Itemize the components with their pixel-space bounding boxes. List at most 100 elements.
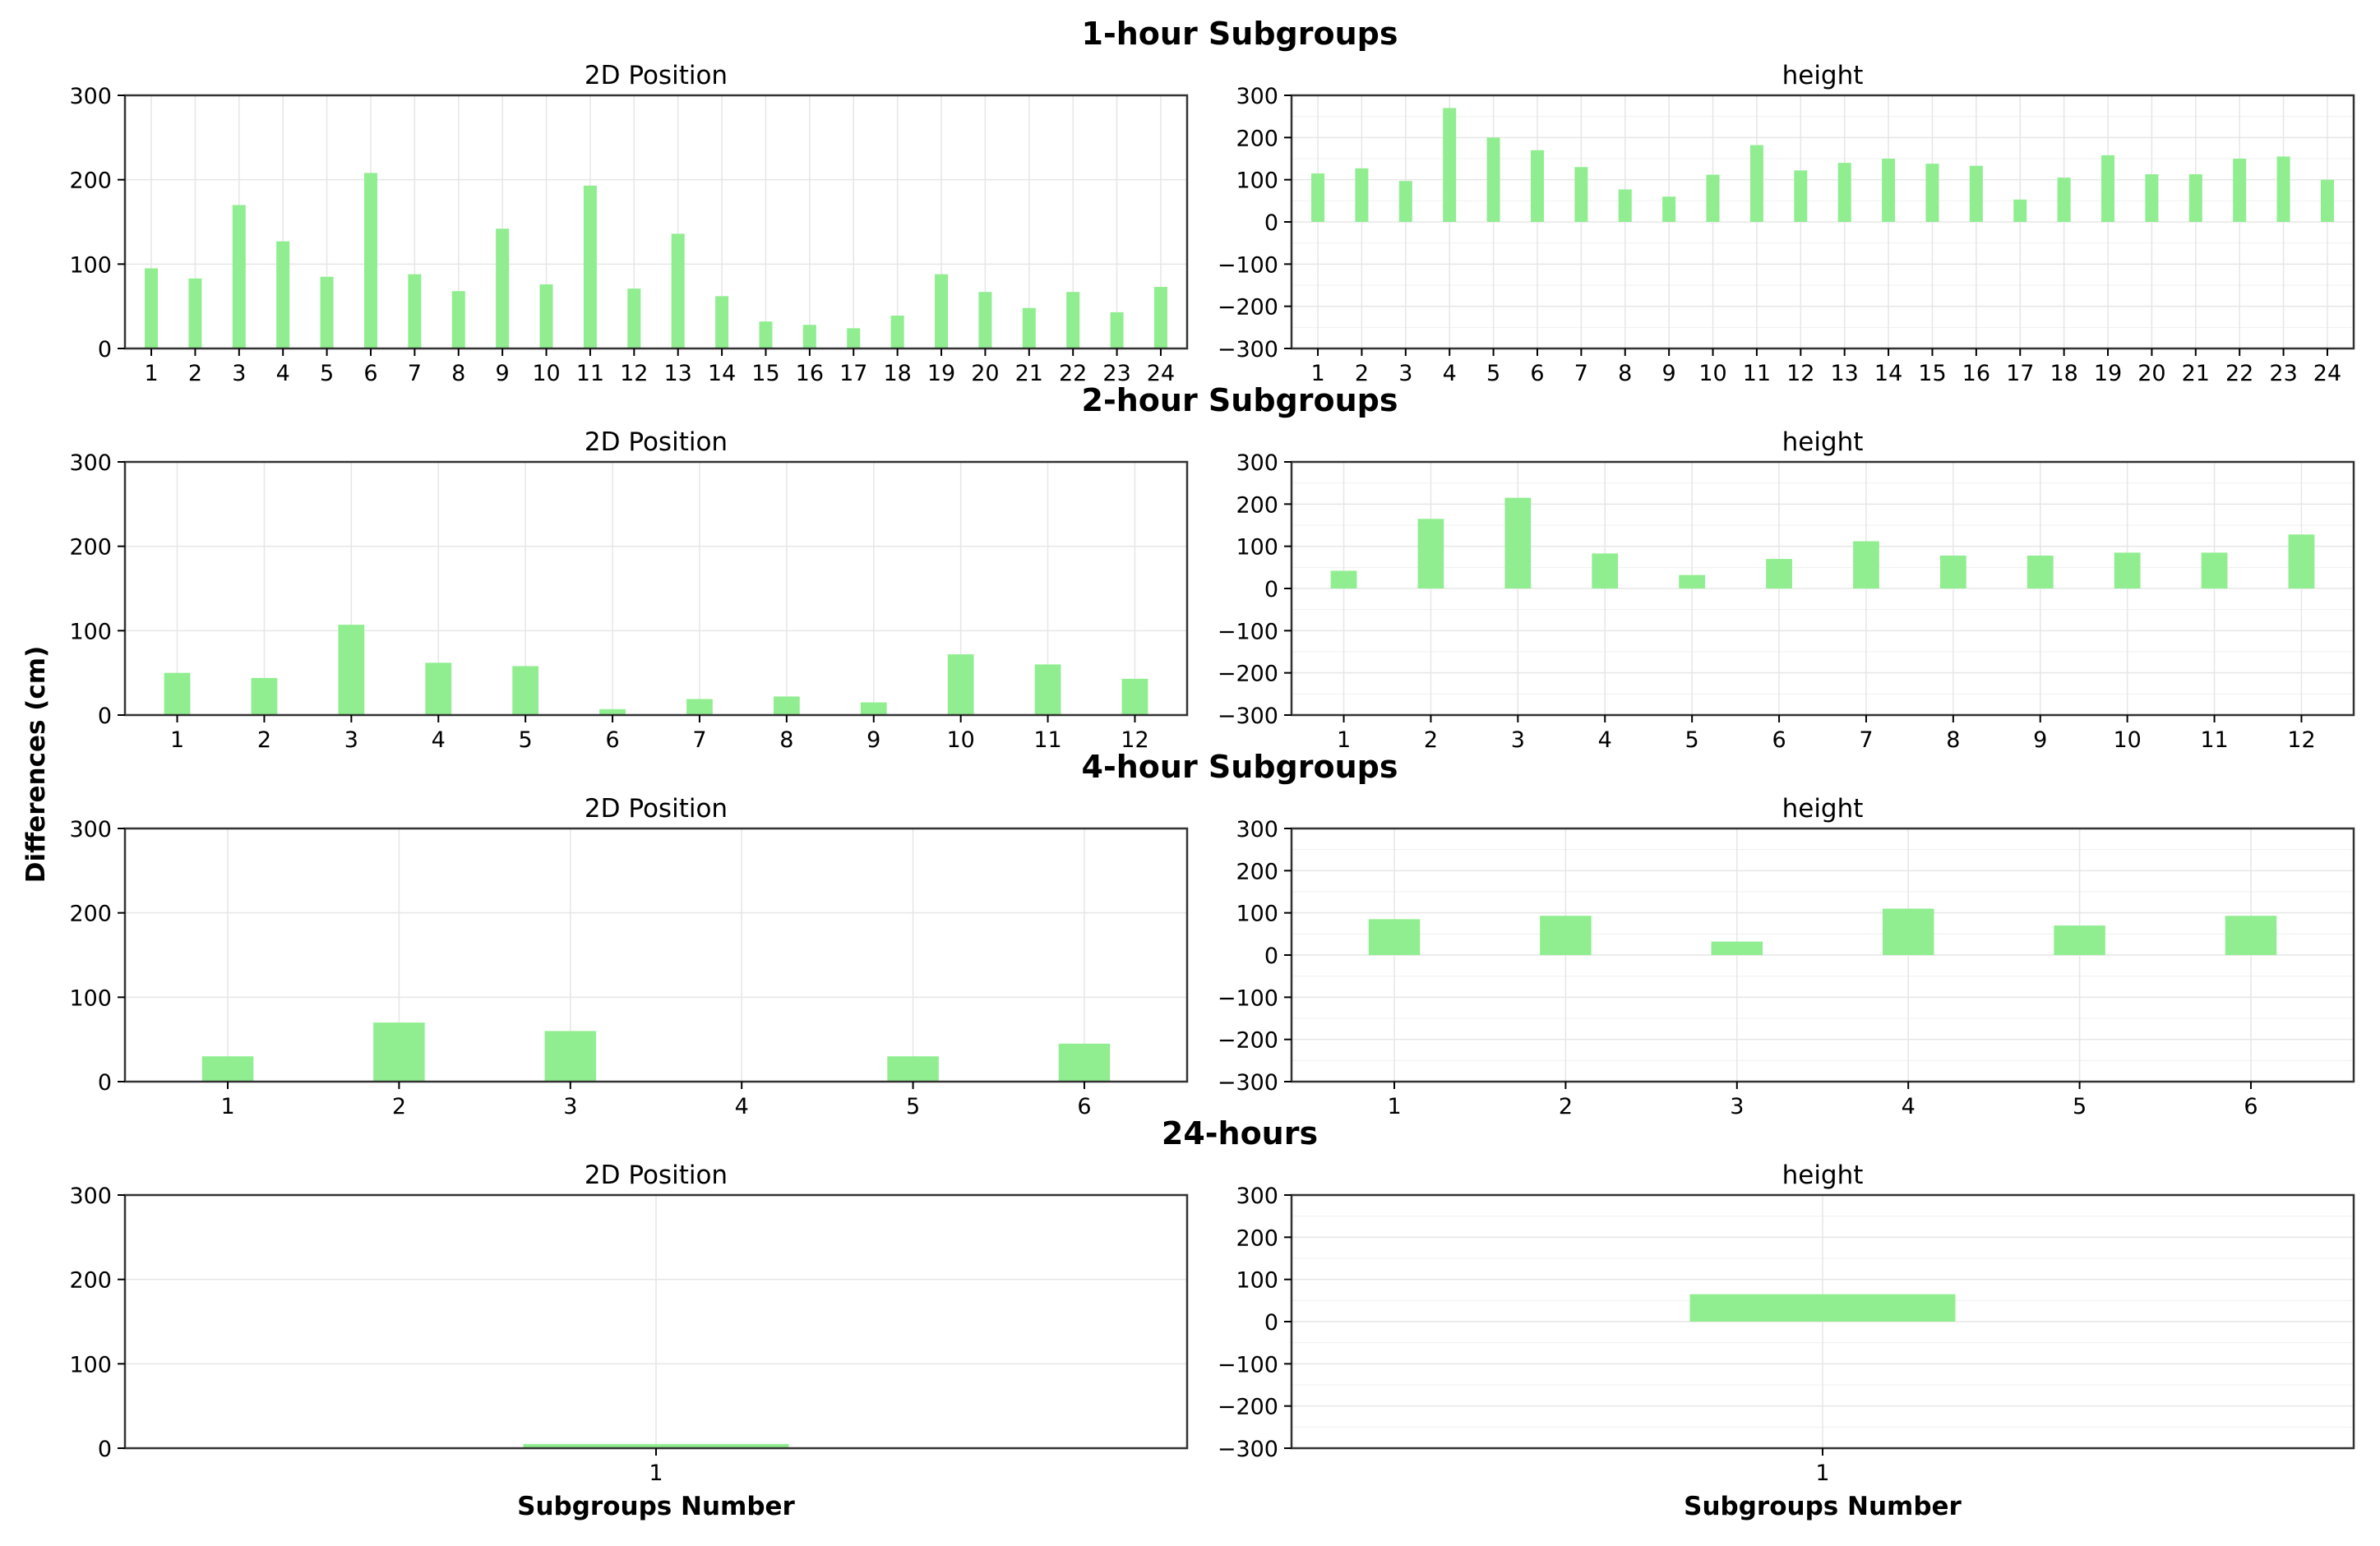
y-tick-label: 0 — [98, 337, 112, 362]
y-tick-label: 100 — [1236, 535, 1278, 561]
gridlines — [125, 461, 1187, 716]
bar — [496, 228, 510, 348]
y-tick-label: 200 — [1236, 126, 1278, 151]
x-tick-label: 7 — [692, 727, 706, 753]
row-title: 24-hours — [1162, 1115, 1318, 1151]
bar — [773, 696, 800, 715]
x-tick-label: 3 — [1730, 1094, 1744, 1119]
y-tick-label: 200 — [69, 168, 112, 194]
gridlines — [1292, 461, 2354, 716]
bar — [947, 654, 974, 715]
bar — [1022, 307, 1036, 348]
bar — [1679, 575, 1706, 588]
x-tick-label: 3 — [344, 727, 358, 753]
x-tick-label: 18 — [883, 361, 911, 386]
bar — [1618, 189, 1632, 222]
bar — [890, 315, 904, 348]
bar — [232, 205, 246, 348]
bar — [2201, 552, 2228, 588]
bar — [451, 291, 465, 348]
bar — [860, 702, 887, 715]
y-tick-label: 100 — [69, 1352, 112, 1378]
x-tick-label: 22 — [1059, 361, 1087, 386]
x-tick-label: 20 — [2137, 361, 2165, 386]
bar — [1925, 164, 1939, 222]
bar — [1355, 168, 1369, 222]
bar — [759, 321, 773, 348]
x-tick-label: 4 — [276, 361, 290, 386]
y-tick-label: 0 — [98, 704, 112, 729]
bar — [2013, 199, 2027, 222]
bar — [1711, 941, 1763, 955]
bar — [512, 666, 539, 715]
x-tick-label: 20 — [971, 361, 999, 386]
y-tick-label: 0 — [1264, 577, 1278, 602]
bar — [363, 173, 377, 348]
x-tick-label: 7 — [1574, 361, 1588, 386]
chart-panel: height −300 −200 −100 0 100 200 300 1 Subgroups N… — [1218, 1161, 2355, 1521]
x-tick-label: 9 — [867, 727, 880, 753]
y-tick-label: 200 — [1236, 1225, 1278, 1251]
x-tick-label: 17 — [839, 361, 867, 386]
bar — [1882, 908, 1934, 955]
bar — [2225, 916, 2277, 955]
bar — [1530, 150, 1544, 222]
bar — [338, 625, 365, 715]
x-tick-label: 5 — [1685, 727, 1699, 753]
bar — [1486, 137, 1500, 222]
x-tick-label: 14 — [1874, 361, 1902, 386]
bar — [1540, 916, 1592, 955]
bar — [373, 1022, 425, 1082]
bar — [686, 699, 713, 715]
bar — [2288, 534, 2315, 588]
x-tick-label: 12 — [1786, 361, 1814, 386]
x-tick-label: 2 — [257, 727, 271, 753]
bar — [1110, 312, 1124, 348]
panel-title: 2D Position — [585, 794, 728, 824]
bar — [978, 292, 992, 348]
y-tick-label: 0 — [1264, 210, 1278, 236]
x-tick-label: 10 — [946, 727, 974, 753]
x-tick-label: 4 — [432, 727, 446, 753]
x-tick-label: 23 — [2269, 361, 2297, 386]
bar — [425, 662, 452, 715]
row-title: 2-hour Subgroups — [1082, 382, 1398, 418]
x-tick-label: 11 — [2200, 727, 2228, 753]
y-tick-label: −200 — [1218, 662, 1278, 687]
bar — [1330, 570, 1357, 588]
x-tick-label: 8 — [451, 361, 465, 386]
x-tick-label: 2 — [1355, 361, 1369, 386]
x-tick-label: 15 — [751, 361, 779, 386]
bar — [2026, 555, 2054, 588]
x-tick-label: 1 — [1387, 1094, 1401, 1119]
row-titles: 1-hour Subgroups 2-hour Subgroups 4-hour S… — [1082, 16, 1398, 1151]
x-tick-label: 3 — [563, 1094, 577, 1119]
bar — [408, 274, 422, 348]
y-tick-label: −100 — [1218, 619, 1278, 644]
x-tick-label: 5 — [2073, 1094, 2087, 1119]
x-tick-label: 10 — [1698, 361, 1726, 386]
bar — [847, 328, 861, 348]
y-tick-label: 100 — [1236, 1268, 1278, 1294]
bar — [1853, 541, 1879, 588]
panel-title: 2D Position — [585, 427, 728, 457]
x-tick-label: 12 — [620, 361, 648, 386]
bar — [1794, 170, 1808, 222]
x-tick-label: 1 — [649, 1461, 663, 1486]
x-tick-label: 9 — [1662, 361, 1676, 386]
x-tick-label: 6 — [1077, 1094, 1091, 1119]
chart-panel: 2D Position 0 100 200 300 1 Subgroups Number — [69, 1161, 1189, 1521]
y-tick-label: 300 — [1236, 1184, 1278, 1209]
x-tick-label: 2 — [392, 1094, 406, 1119]
x-tick-label: 3 — [1511, 727, 1525, 753]
x-tick-label: 5 — [519, 727, 533, 753]
x-tick-label: 1 — [170, 727, 184, 753]
x-tick-label: 6 — [1530, 361, 1544, 386]
panel-title: height — [1782, 794, 1864, 824]
bar — [1662, 196, 1676, 222]
y-tick-label: −100 — [1218, 1352, 1278, 1378]
bar — [627, 288, 641, 348]
x-tick-label: 8 — [779, 727, 793, 753]
bar — [1837, 163, 1851, 222]
